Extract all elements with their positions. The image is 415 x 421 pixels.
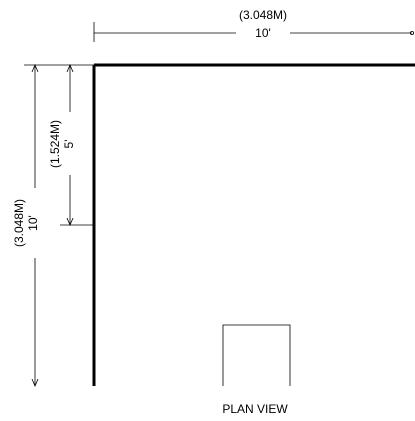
left-outer-dimension: (3.048M) 10' <box>12 63 98 388</box>
top-dimension: (3.048M) 10' <box>93 8 414 42</box>
plan-view-caption: PLAN VIEW <box>222 402 288 416</box>
left-outer-dimension-metric: (3.048M) <box>12 199 26 247</box>
inner-dimension-arrow-bottom <box>66 217 74 227</box>
left-inner-dimension-imperial: 5' <box>62 140 76 149</box>
room-corner-walls <box>92 63 415 386</box>
left-inner-dimension: (1.524M) 5' <box>48 63 94 227</box>
plan-figure-outline <box>222 324 291 386</box>
top-dimension-imperial: 10' <box>255 26 271 40</box>
top-dimension-metric: (3.048M) <box>239 8 287 22</box>
inner-dimension-arrow-top <box>66 63 74 73</box>
outer-dimension-arrow-top <box>31 63 39 73</box>
left-outer-dimension-imperial: 10' <box>26 215 40 231</box>
top-dimension-endpoint <box>409 30 414 35</box>
left-inner-dimension-metric: (1.524M) <box>48 120 62 168</box>
outer-dimension-arrow-bottom <box>31 378 39 388</box>
